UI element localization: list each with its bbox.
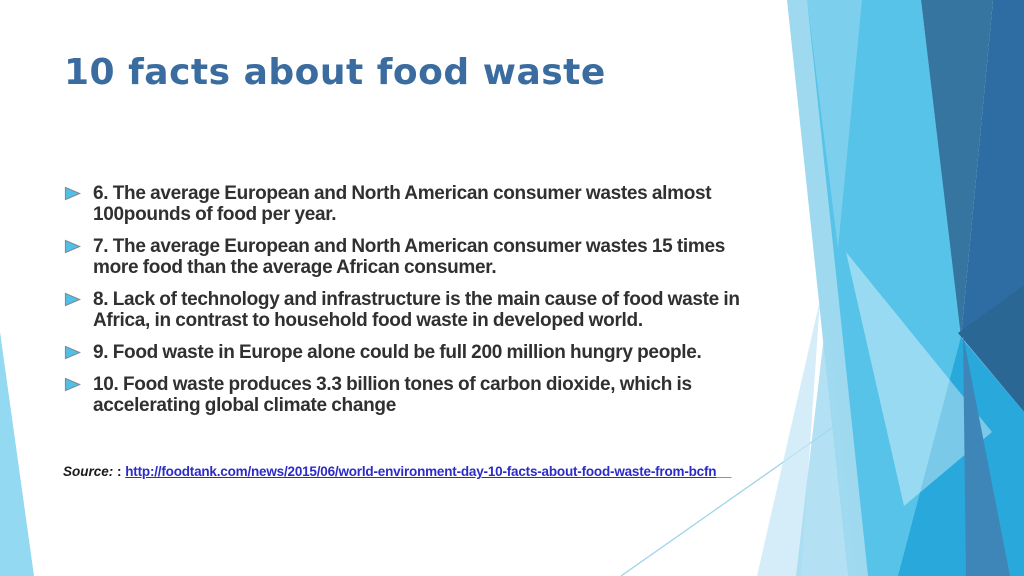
fact-text: 6. The average European and North Americ… xyxy=(93,183,712,225)
fact-text: 7. The average European and North Americ… xyxy=(93,236,726,278)
facet-steel-lower xyxy=(963,335,1010,576)
facet-highlight-top xyxy=(807,0,862,248)
list-item: 6. The average European and North Americ… xyxy=(64,183,768,225)
facet-steel-band xyxy=(921,0,993,337)
source-link[interactable]: http://foodtank.com/news/2015/06/world-e… xyxy=(125,464,717,479)
bullet-triangle-icon xyxy=(64,377,81,392)
source-separator: : xyxy=(113,464,126,479)
bullet-triangle-icon xyxy=(64,345,81,360)
facet-dark-top-right xyxy=(961,0,1024,337)
bullet-triangle-icon xyxy=(64,186,81,201)
facet-dark-wedge xyxy=(958,285,1024,412)
facet-fan-light-2 xyxy=(796,310,856,576)
facet-light-cross xyxy=(846,252,992,506)
fact-text: 10. Food waste produces 3.3 billion tone… xyxy=(93,374,692,416)
facet-light-column xyxy=(807,0,962,576)
facts-list: 6. The average European and North Americ… xyxy=(64,183,768,416)
fact-text: 9. Food waste in Europe alone could be f… xyxy=(93,342,702,363)
list-item: 9. Food waste in Europe alone could be f… xyxy=(64,342,768,363)
left-sliver-shape xyxy=(0,332,34,576)
source-label: Source: xyxy=(63,464,114,479)
fact-text: 8. Lack of technology and infrastructure… xyxy=(93,289,740,331)
bullet-triangle-icon xyxy=(64,239,81,254)
bullet-triangle-icon xyxy=(64,292,81,307)
list-item: 7. The average European and North Americ… xyxy=(64,236,768,278)
list-item: 8. Lack of technology and infrastructure… xyxy=(64,289,768,331)
source-line: Source: : http://foodtank.com/news/2015/… xyxy=(63,464,731,479)
list-item: 10. Food waste produces 3.3 billion tone… xyxy=(64,374,768,416)
slide-title: 10 facts about food waste xyxy=(64,52,606,93)
source-trailing-underscores: __ xyxy=(716,464,732,479)
